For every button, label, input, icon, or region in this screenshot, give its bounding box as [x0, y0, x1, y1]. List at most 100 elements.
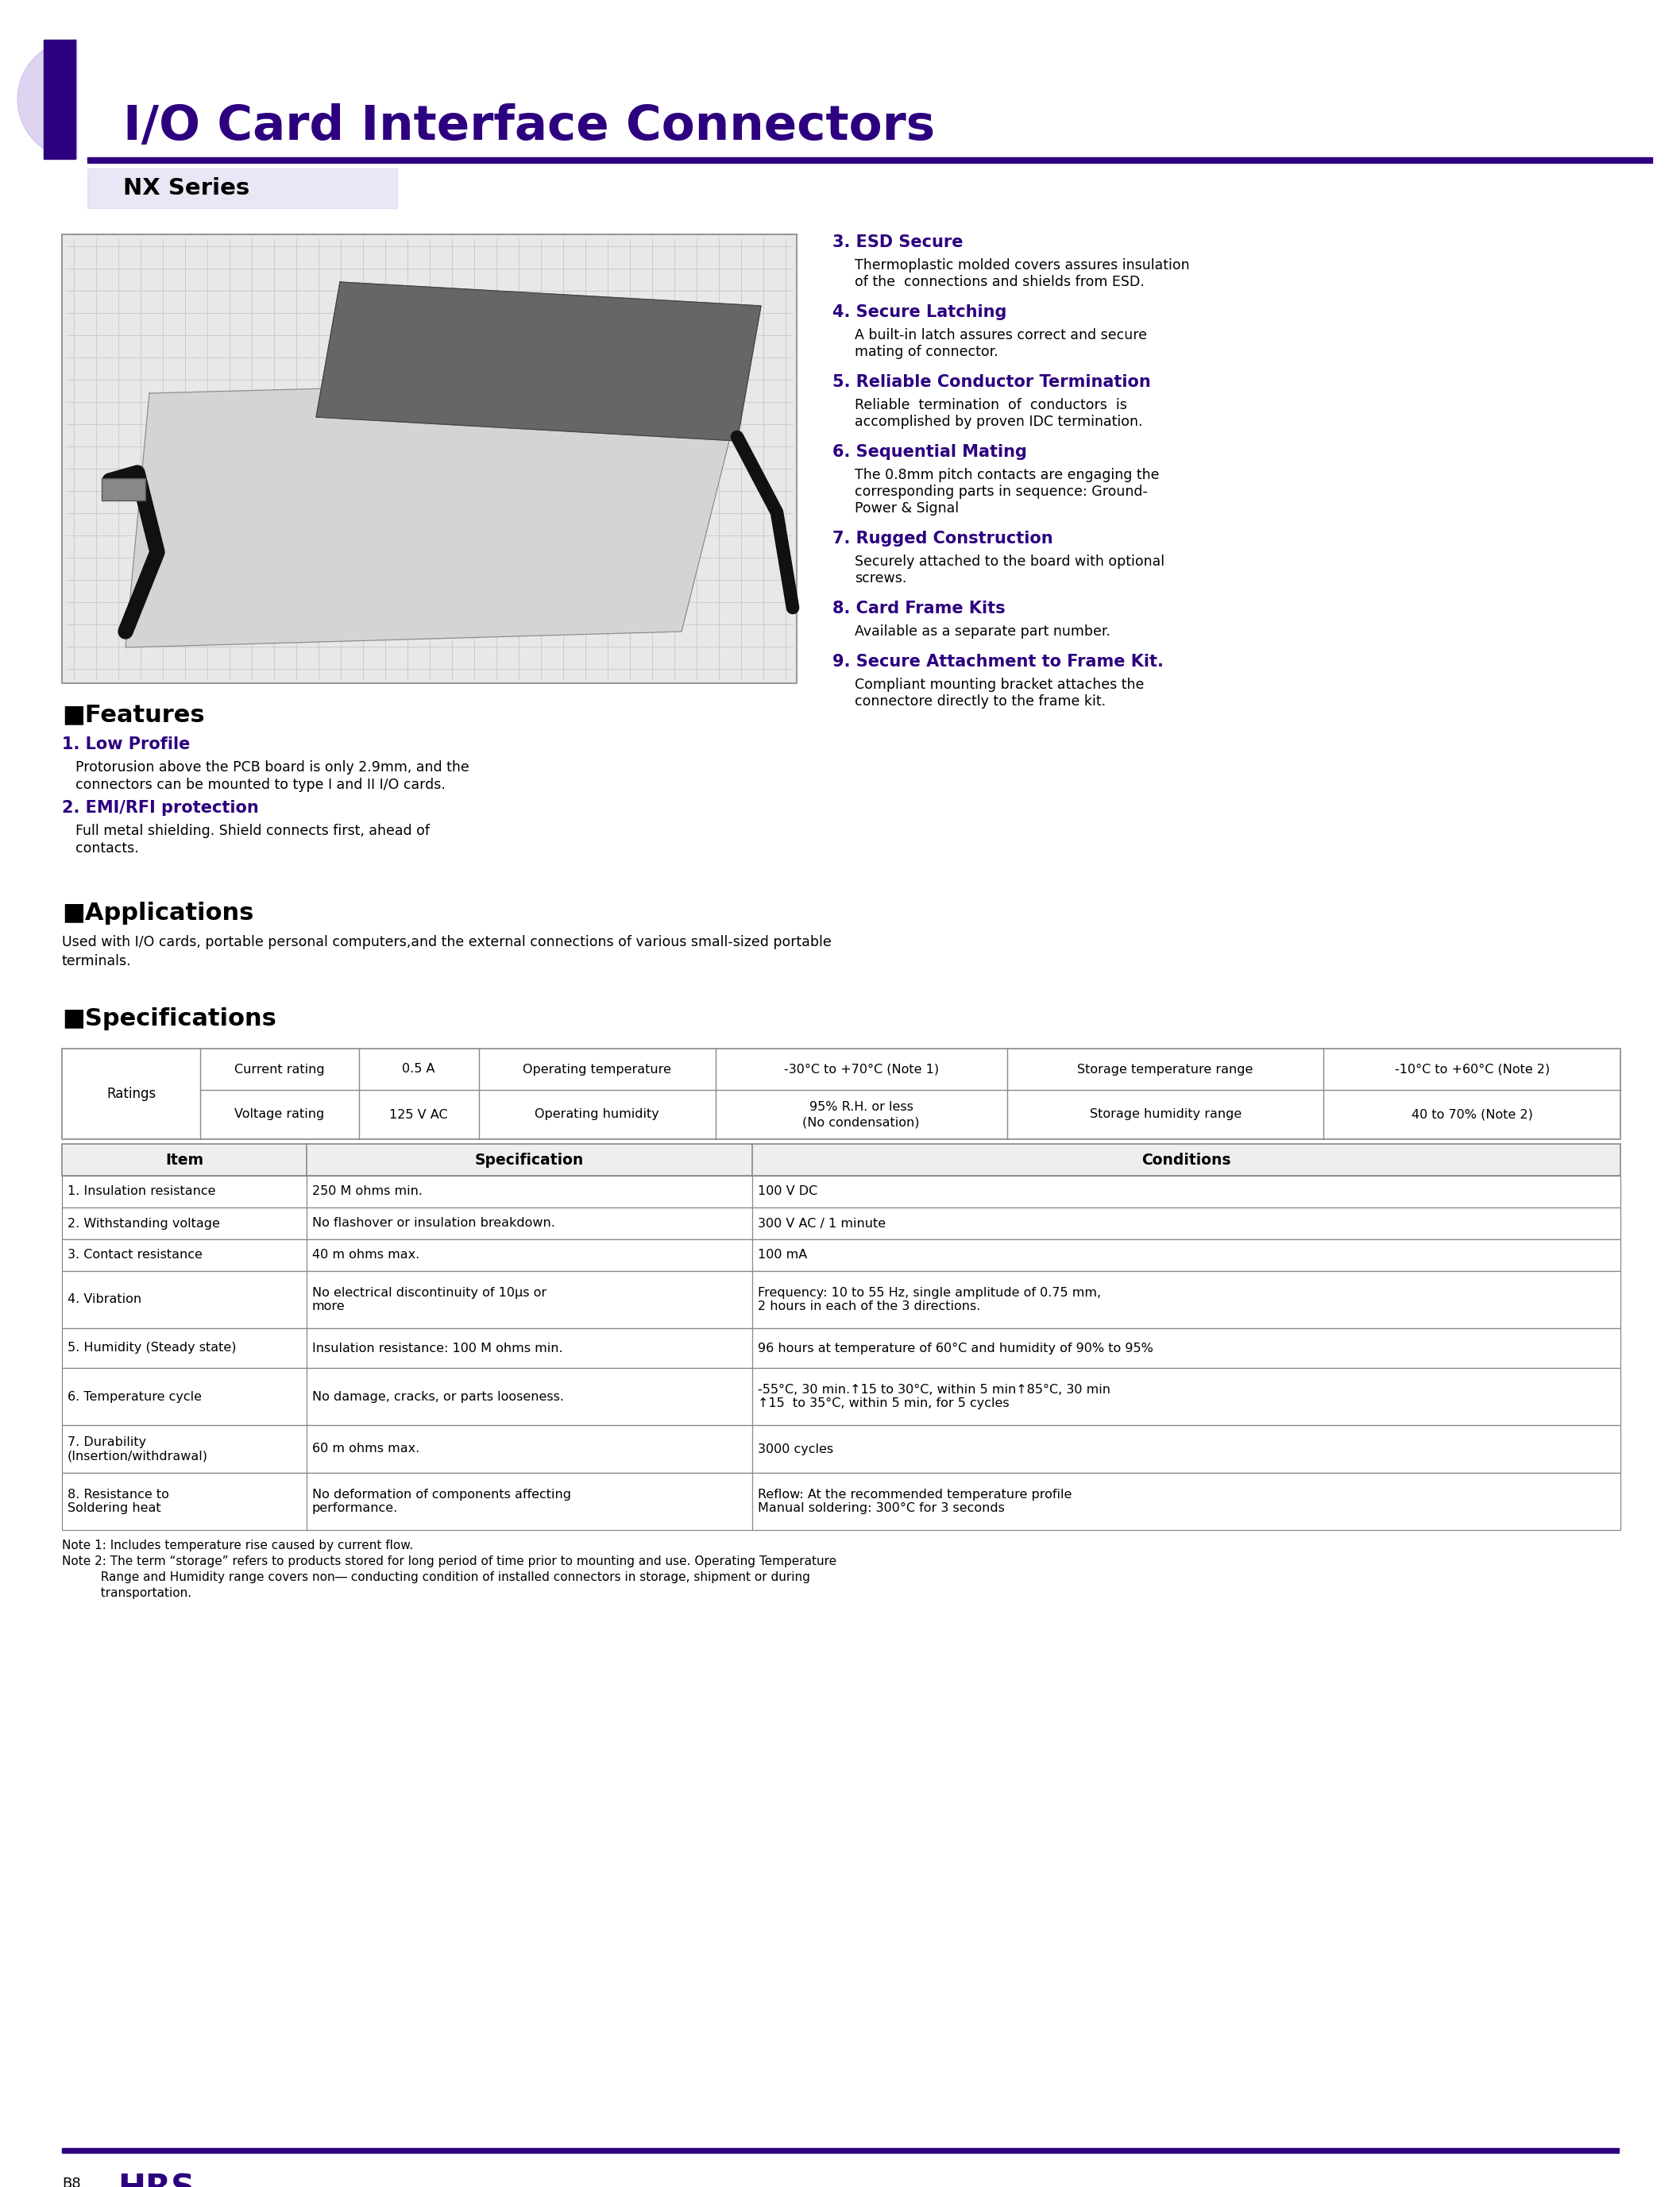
Text: 1. Insulation resistance: 1. Insulation resistance [67, 1185, 215, 1198]
Text: 125 V AC: 125 V AC [390, 1109, 449, 1120]
Text: No flashover or insulation breakdown.: No flashover or insulation breakdown. [312, 1218, 554, 1229]
Text: 3000 cycles: 3000 cycles [758, 1443, 833, 1454]
Text: Range and Humidity range covers non― conducting condition of installed connector: Range and Humidity range covers non― con… [62, 1570, 810, 1583]
Text: The 0.8mm pitch contacts are engaging the: The 0.8mm pitch contacts are engaging th… [855, 468, 1159, 481]
Text: 5. Reliable Conductor Termination: 5. Reliable Conductor Termination [833, 374, 1151, 389]
Text: 2 hours in each of the 3 directions.: 2 hours in each of the 3 directions. [758, 1301, 981, 1312]
Text: 1. Low Profile: 1. Low Profile [62, 737, 190, 752]
Text: Ratings: Ratings [106, 1087, 156, 1100]
Text: 7. Rugged Construction: 7. Rugged Construction [833, 531, 1053, 547]
Text: 40 to 70% (Note 2): 40 to 70% (Note 2) [1411, 1109, 1532, 1120]
Text: ■Specifications: ■Specifications [62, 1008, 276, 1030]
Text: connectors can be mounted to type I and II I/O cards.: connectors can be mounted to type I and … [76, 779, 445, 792]
Text: connectore directly to the frame kit.: connectore directly to the frame kit. [855, 693, 1105, 709]
Polygon shape [316, 282, 761, 442]
Bar [62, 1048, 1621, 1139]
Text: transportation.: transportation. [62, 1588, 192, 1599]
Text: Thermoplastic molded covers assures insulation: Thermoplastic molded covers assures insu… [855, 258, 1189, 273]
Text: contacts.: contacts. [76, 842, 139, 855]
Text: 8. Card Frame Kits: 8. Card Frame Kits [833, 601, 1005, 617]
Text: 9. Secure Attachment to Frame Kit.: 9. Secure Attachment to Frame Kit. [833, 654, 1164, 669]
Text: (No condensation): (No condensation) [803, 1118, 919, 1128]
Text: A built-in latch assures correct and secure: A built-in latch assures correct and sec… [855, 328, 1147, 343]
Text: 100 mA: 100 mA [758, 1249, 806, 1262]
Text: 60 m ohms max.: 60 m ohms max. [312, 1443, 420, 1454]
Bar [87, 168, 396, 208]
Text: Note 1: Includes temperature rise caused by current flow.: Note 1: Includes temperature rise caused… [62, 1540, 413, 1551]
Text: 250 M ohms min.: 250 M ohms min. [312, 1185, 423, 1198]
Text: 3. ESD Secure: 3. ESD Secure [833, 234, 963, 249]
Bar [62, 1271, 1621, 1328]
Text: terminals.: terminals. [62, 954, 131, 969]
Text: (Insertion/withdrawal): (Insertion/withdrawal) [67, 1450, 208, 1461]
Text: 4. Vibration: 4. Vibration [67, 1295, 141, 1306]
Text: Item: Item [165, 1153, 203, 1168]
Text: Power & Signal: Power & Signal [855, 501, 959, 516]
Text: No electrical discontinuity of 10μs or: No electrical discontinuity of 10μs or [312, 1286, 546, 1299]
Text: 96 hours at temperature of 60°C and humidity of 90% to 95%: 96 hours at temperature of 60°C and humi… [758, 1343, 1152, 1354]
Text: 2. Withstanding voltage: 2. Withstanding voltage [67, 1218, 220, 1229]
Text: B8: B8 [62, 2176, 81, 2187]
Text: -30°C to +70°C (Note 1): -30°C to +70°C (Note 1) [783, 1063, 939, 1076]
Text: 6. Temperature cycle: 6. Temperature cycle [67, 1391, 202, 1402]
Text: Frequency: 10 to 55 Hz, single amplitude of 0.75 mm,: Frequency: 10 to 55 Hz, single amplitude… [758, 1286, 1100, 1299]
Text: Storage temperature range: Storage temperature range [1077, 1063, 1253, 1076]
Text: mating of connector.: mating of connector. [855, 346, 998, 359]
Bar [62, 1177, 1621, 1207]
Polygon shape [17, 39, 77, 160]
Text: 3. Contact resistance: 3. Contact resistance [67, 1249, 203, 1262]
Bar [62, 1144, 1621, 1177]
Text: Conditions: Conditions [1142, 1153, 1231, 1168]
Text: 2. EMI/RFI protection: 2. EMI/RFI protection [62, 800, 259, 816]
Bar [62, 1367, 1621, 1426]
Text: Manual soldering: 300°C for 3 seconds: Manual soldering: 300°C for 3 seconds [758, 1502, 1005, 1513]
Text: Securely attached to the board with optional: Securely attached to the board with opti… [855, 555, 1164, 569]
Text: more: more [312, 1301, 344, 1312]
Text: Operating temperature: Operating temperature [522, 1063, 672, 1076]
Text: Compliant mounting bracket attaches the: Compliant mounting bracket attaches the [855, 678, 1144, 691]
Text: No damage, cracks, or parts looseness.: No damage, cracks, or parts looseness. [312, 1391, 564, 1402]
Text: Specification: Specification [475, 1153, 585, 1168]
Text: Current rating: Current rating [234, 1063, 324, 1076]
Text: screws.: screws. [855, 571, 907, 586]
Bar [62, 2148, 1620, 2152]
Bar [62, 1240, 1621, 1271]
Text: -10°C to +60°C (Note 2): -10°C to +60°C (Note 2) [1394, 1063, 1549, 1076]
Text: Note 2: The term “storage” refers to products stored for long period of time pri: Note 2: The term “storage” refers to pro… [62, 1555, 837, 1568]
Bar [62, 1426, 1621, 1472]
Text: 95% R.H. or less: 95% R.H. or less [810, 1100, 914, 1113]
Text: ■Applications: ■Applications [62, 901, 254, 925]
Text: 6. Sequential Mating: 6. Sequential Mating [833, 444, 1026, 459]
Text: 8. Resistance to: 8. Resistance to [67, 1489, 170, 1500]
Text: corresponding parts in sequence: Ground-: corresponding parts in sequence: Ground- [855, 486, 1147, 499]
Text: 0.5 A: 0.5 A [402, 1063, 435, 1076]
Text: HRS: HRS [118, 2172, 195, 2187]
Bar [44, 39, 76, 160]
Bar [62, 234, 796, 682]
Text: Storage humidity range: Storage humidity range [1089, 1109, 1242, 1120]
Text: NX Series: NX Series [123, 177, 250, 199]
Text: Insulation resistance: 100 M ohms min.: Insulation resistance: 100 M ohms min. [312, 1343, 563, 1354]
Text: Operating humidity: Operating humidity [534, 1109, 659, 1120]
Text: of the  connections and shields from ESD.: of the connections and shields from ESD. [855, 276, 1144, 289]
Bar [62, 1207, 1621, 1240]
Text: 300 V AC / 1 minute: 300 V AC / 1 minute [758, 1218, 885, 1229]
Text: I/O Card Interface Connectors: I/O Card Interface Connectors [123, 103, 936, 151]
Text: -55°C, 30 min.↑15 to 30°C, within 5 min↑85°C, 30 min: -55°C, 30 min.↑15 to 30°C, within 5 min↑… [758, 1384, 1110, 1395]
Text: Voltage rating: Voltage rating [235, 1109, 324, 1120]
Text: performance.: performance. [312, 1502, 398, 1513]
Text: Available as a separate part number.: Available as a separate part number. [855, 625, 1110, 639]
Polygon shape [126, 378, 744, 647]
Text: accomplished by proven IDC termination.: accomplished by proven IDC termination. [855, 416, 1142, 429]
Bar [87, 157, 1651, 162]
Bar [62, 1328, 1621, 1367]
Text: 5. Humidity (Steady state): 5. Humidity (Steady state) [67, 1343, 237, 1354]
Text: 4. Secure Latching: 4. Secure Latching [833, 304, 1006, 319]
Text: ↑15  to 35°C, within 5 min, for 5 cycles: ↑15 to 35°C, within 5 min, for 5 cycles [758, 1397, 1010, 1408]
Text: Soldering heat: Soldering heat [67, 1502, 161, 1513]
Text: Reliable  termination  of  conductors  is: Reliable termination of conductors is [855, 398, 1127, 413]
Text: Used with I/O cards, portable personal computers,and the external connections of: Used with I/O cards, portable personal c… [62, 936, 832, 949]
Text: No deformation of components affecting: No deformation of components affecting [312, 1489, 571, 1500]
Text: Protorusion above the PCB board is only 2.9mm, and the: Protorusion above the PCB board is only … [76, 761, 469, 774]
Text: Reflow: At the recommended temperature profile: Reflow: At the recommended temperature p… [758, 1489, 1072, 1500]
